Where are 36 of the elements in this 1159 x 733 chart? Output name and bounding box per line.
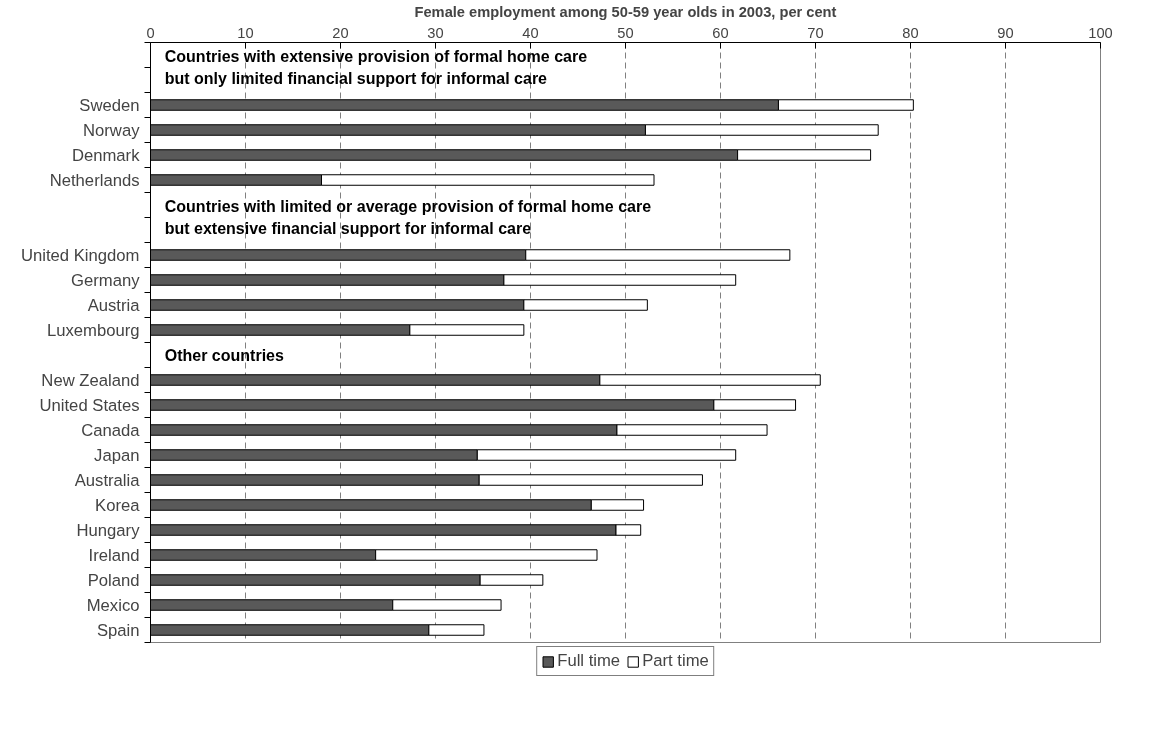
x-tick-label: 0 (146, 24, 155, 41)
x-tick-label: 100 (1088, 24, 1113, 41)
x-tick-label: 90 (997, 24, 1014, 41)
y-tick-label: Canada (81, 420, 141, 440)
y-tick-label: Australia (74, 470, 141, 490)
legend-label: Part time (642, 651, 709, 671)
x-tick-label: 70 (807, 24, 824, 41)
y-tick-label: United Kingdom (20, 245, 140, 265)
annotation: Countries with extensive provision of formal home care but only limited financial support for informal care (164, 47, 588, 88)
x-tick-label: 40 (522, 24, 539, 41)
x-tick-label: 20 (332, 24, 349, 41)
y-tick-label: Norway (83, 120, 141, 140)
x-axis-title: Female employment among 50-59 year olds in 2003, per cent (414, 3, 837, 20)
y-tick-label: Spain (96, 620, 140, 640)
x-tick-label: 60 (712, 24, 729, 41)
annotation: Countries with limited or average provision of formal home care but extensive financial support for informal care (164, 197, 652, 238)
x-tick-label: 50 (617, 24, 634, 41)
legend-label: Full time (557, 651, 621, 671)
annotation: Other countries (164, 346, 284, 364)
y-tick-label: Austria (87, 295, 141, 315)
y-tick-label: Hungary (76, 520, 141, 540)
y-tick-label: Germany (71, 270, 141, 290)
y-tick-label: Denmark (71, 145, 141, 165)
y-tick-label: Korea (95, 495, 141, 515)
y-tick-label: United States (39, 395, 140, 415)
y-tick-label: Sweden (79, 95, 140, 115)
y-tick-label: New Zealand (41, 370, 140, 390)
x-tick-label: 30 (427, 24, 444, 41)
x-tick-label: 10 (237, 24, 254, 41)
y-tick-label: Ireland (88, 545, 140, 565)
y-tick-label: Mexico (86, 595, 140, 615)
y-tick-label: Netherlands (49, 170, 140, 190)
y-tick-label: Poland (87, 570, 140, 590)
y-tick-label: Luxembourg (46, 320, 140, 340)
y-tick-label: Japan (94, 445, 140, 465)
x-tick-label: 80 (902, 24, 919, 41)
